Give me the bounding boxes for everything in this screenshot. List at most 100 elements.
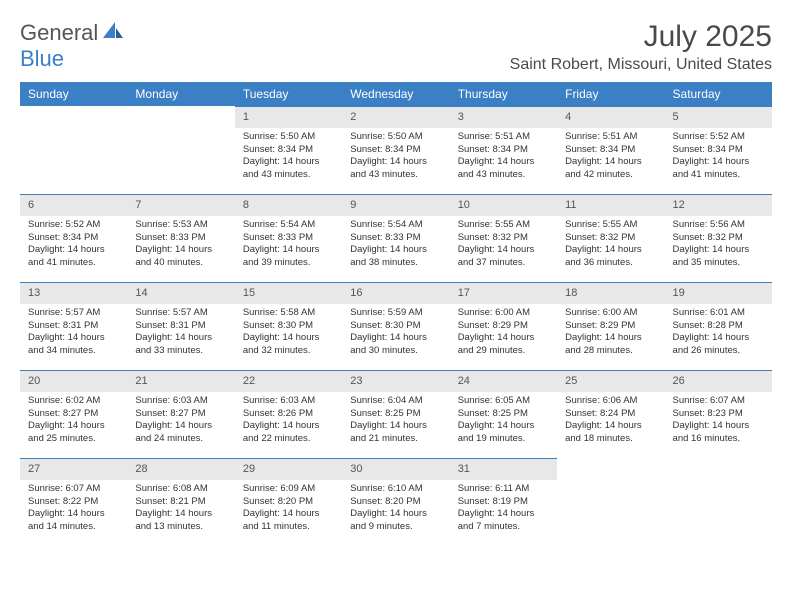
day-details: Sunrise: 5:55 AMSunset: 8:32 PMDaylight:…: [557, 216, 664, 274]
calendar-week: 20Sunrise: 6:02 AMSunset: 8:27 PMDayligh…: [20, 370, 772, 458]
day-number: 4: [557, 106, 664, 128]
day-details: Sunrise: 6:10 AMSunset: 8:20 PMDaylight:…: [342, 480, 449, 538]
calendar-cell: 30Sunrise: 6:10 AMSunset: 8:20 PMDayligh…: [342, 458, 449, 546]
day-details: Sunrise: 5:50 AMSunset: 8:34 PMDaylight:…: [235, 128, 342, 186]
calendar-cell: 25Sunrise: 6:06 AMSunset: 8:24 PMDayligh…: [557, 370, 664, 458]
calendar-table: SundayMondayTuesdayWednesdayThursdayFrid…: [20, 82, 772, 546]
calendar-cell: 3Sunrise: 5:51 AMSunset: 8:34 PMDaylight…: [450, 106, 557, 194]
day-number: 24: [450, 370, 557, 392]
calendar-cell: [557, 458, 664, 546]
calendar-cell: 8Sunrise: 5:54 AMSunset: 8:33 PMDaylight…: [235, 194, 342, 282]
day-number: 10: [450, 194, 557, 216]
calendar-cell: 26Sunrise: 6:07 AMSunset: 8:23 PMDayligh…: [665, 370, 772, 458]
calendar-week: 27Sunrise: 6:07 AMSunset: 8:22 PMDayligh…: [20, 458, 772, 546]
day-number: 21: [127, 370, 234, 392]
logo: GeneralBlue: [20, 20, 125, 72]
day-number: 7: [127, 194, 234, 216]
day-number: 1: [235, 106, 342, 128]
day-number: 26: [665, 370, 772, 392]
day-number: 18: [557, 282, 664, 304]
day-number: 19: [665, 282, 772, 304]
location: Saint Robert, Missouri, United States: [510, 56, 772, 74]
header: GeneralBlue July 2025 Saint Robert, Miss…: [20, 20, 772, 74]
calendar-cell: 31Sunrise: 6:11 AMSunset: 8:19 PMDayligh…: [450, 458, 557, 546]
day-number: 20: [20, 370, 127, 392]
day-header: Friday: [557, 82, 664, 106]
calendar-cell: 13Sunrise: 5:57 AMSunset: 8:31 PMDayligh…: [20, 282, 127, 370]
calendar-cell: 28Sunrise: 6:08 AMSunset: 8:21 PMDayligh…: [127, 458, 234, 546]
day-details: Sunrise: 5:54 AMSunset: 8:33 PMDaylight:…: [235, 216, 342, 274]
day-number: 17: [450, 282, 557, 304]
calendar-cell: [665, 458, 772, 546]
day-header: Wednesday: [342, 82, 449, 106]
calendar-cell: 27Sunrise: 6:07 AMSunset: 8:22 PMDayligh…: [20, 458, 127, 546]
calendar-week: 1Sunrise: 5:50 AMSunset: 8:34 PMDaylight…: [20, 106, 772, 194]
calendar-cell: 4Sunrise: 5:51 AMSunset: 8:34 PMDaylight…: [557, 106, 664, 194]
day-details: Sunrise: 5:52 AMSunset: 8:34 PMDaylight:…: [20, 216, 127, 274]
day-details: Sunrise: 6:02 AMSunset: 8:27 PMDaylight:…: [20, 392, 127, 450]
calendar-week: 6Sunrise: 5:52 AMSunset: 8:34 PMDaylight…: [20, 194, 772, 282]
day-number: 5: [665, 106, 772, 128]
day-details: Sunrise: 6:09 AMSunset: 8:20 PMDaylight:…: [235, 480, 342, 538]
logo-sail-icon: [101, 20, 125, 40]
calendar-cell: 7Sunrise: 5:53 AMSunset: 8:33 PMDaylight…: [127, 194, 234, 282]
calendar-cell: 20Sunrise: 6:02 AMSunset: 8:27 PMDayligh…: [20, 370, 127, 458]
day-header: Saturday: [665, 82, 772, 106]
day-number: 29: [235, 458, 342, 480]
day-details: Sunrise: 5:50 AMSunset: 8:34 PMDaylight:…: [342, 128, 449, 186]
day-details: Sunrise: 5:52 AMSunset: 8:34 PMDaylight:…: [665, 128, 772, 186]
day-details: Sunrise: 6:07 AMSunset: 8:23 PMDaylight:…: [665, 392, 772, 450]
calendar-cell: 24Sunrise: 6:05 AMSunset: 8:25 PMDayligh…: [450, 370, 557, 458]
day-details: Sunrise: 6:00 AMSunset: 8:29 PMDaylight:…: [450, 304, 557, 362]
day-number: 30: [342, 458, 449, 480]
day-details: Sunrise: 5:54 AMSunset: 8:33 PMDaylight:…: [342, 216, 449, 274]
day-number: 15: [235, 282, 342, 304]
calendar-cell: 23Sunrise: 6:04 AMSunset: 8:25 PMDayligh…: [342, 370, 449, 458]
day-details: Sunrise: 5:59 AMSunset: 8:30 PMDaylight:…: [342, 304, 449, 362]
day-details: Sunrise: 5:58 AMSunset: 8:30 PMDaylight:…: [235, 304, 342, 362]
day-number: 3: [450, 106, 557, 128]
day-details: Sunrise: 5:55 AMSunset: 8:32 PMDaylight:…: [450, 216, 557, 274]
day-details: Sunrise: 6:05 AMSunset: 8:25 PMDaylight:…: [450, 392, 557, 450]
day-number: 14: [127, 282, 234, 304]
day-details: Sunrise: 5:57 AMSunset: 8:31 PMDaylight:…: [20, 304, 127, 362]
day-header: Tuesday: [235, 82, 342, 106]
day-details: Sunrise: 6:08 AMSunset: 8:21 PMDaylight:…: [127, 480, 234, 538]
day-details: Sunrise: 6:01 AMSunset: 8:28 PMDaylight:…: [665, 304, 772, 362]
day-number: 25: [557, 370, 664, 392]
day-details: Sunrise: 5:51 AMSunset: 8:34 PMDaylight:…: [557, 128, 664, 186]
title-block: July 2025 Saint Robert, Missouri, United…: [510, 20, 772, 74]
day-number: 28: [127, 458, 234, 480]
day-details: Sunrise: 6:03 AMSunset: 8:26 PMDaylight:…: [235, 392, 342, 450]
day-number: 6: [20, 194, 127, 216]
day-details: Sunrise: 6:03 AMSunset: 8:27 PMDaylight:…: [127, 392, 234, 450]
day-header: Thursday: [450, 82, 557, 106]
calendar-cell: 6Sunrise: 5:52 AMSunset: 8:34 PMDaylight…: [20, 194, 127, 282]
calendar-cell: 14Sunrise: 5:57 AMSunset: 8:31 PMDayligh…: [127, 282, 234, 370]
calendar-cell: 17Sunrise: 6:00 AMSunset: 8:29 PMDayligh…: [450, 282, 557, 370]
logo-text-general: General: [20, 20, 98, 45]
day-details: Sunrise: 5:53 AMSunset: 8:33 PMDaylight:…: [127, 216, 234, 274]
calendar-cell: 16Sunrise: 5:59 AMSunset: 8:30 PMDayligh…: [342, 282, 449, 370]
calendar-cell: 15Sunrise: 5:58 AMSunset: 8:30 PMDayligh…: [235, 282, 342, 370]
day-details: Sunrise: 6:00 AMSunset: 8:29 PMDaylight:…: [557, 304, 664, 362]
calendar-cell: 11Sunrise: 5:55 AMSunset: 8:32 PMDayligh…: [557, 194, 664, 282]
calendar-cell: 9Sunrise: 5:54 AMSunset: 8:33 PMDaylight…: [342, 194, 449, 282]
day-number: 9: [342, 194, 449, 216]
day-number: 12: [665, 194, 772, 216]
calendar-cell: 29Sunrise: 6:09 AMSunset: 8:20 PMDayligh…: [235, 458, 342, 546]
day-number: 16: [342, 282, 449, 304]
calendar-cell: 10Sunrise: 5:55 AMSunset: 8:32 PMDayligh…: [450, 194, 557, 282]
day-details: Sunrise: 6:07 AMSunset: 8:22 PMDaylight:…: [20, 480, 127, 538]
day-details: Sunrise: 5:57 AMSunset: 8:31 PMDaylight:…: [127, 304, 234, 362]
day-details: Sunrise: 6:04 AMSunset: 8:25 PMDaylight:…: [342, 392, 449, 450]
day-header: Sunday: [20, 82, 127, 106]
day-details: Sunrise: 6:11 AMSunset: 8:19 PMDaylight:…: [450, 480, 557, 538]
day-details: Sunrise: 5:51 AMSunset: 8:34 PMDaylight:…: [450, 128, 557, 186]
calendar-cell: 19Sunrise: 6:01 AMSunset: 8:28 PMDayligh…: [665, 282, 772, 370]
calendar-cell: [127, 106, 234, 194]
day-number: 13: [20, 282, 127, 304]
calendar-week: 13Sunrise: 5:57 AMSunset: 8:31 PMDayligh…: [20, 282, 772, 370]
calendar-body: 1Sunrise: 5:50 AMSunset: 8:34 PMDaylight…: [20, 106, 772, 546]
day-number: 23: [342, 370, 449, 392]
